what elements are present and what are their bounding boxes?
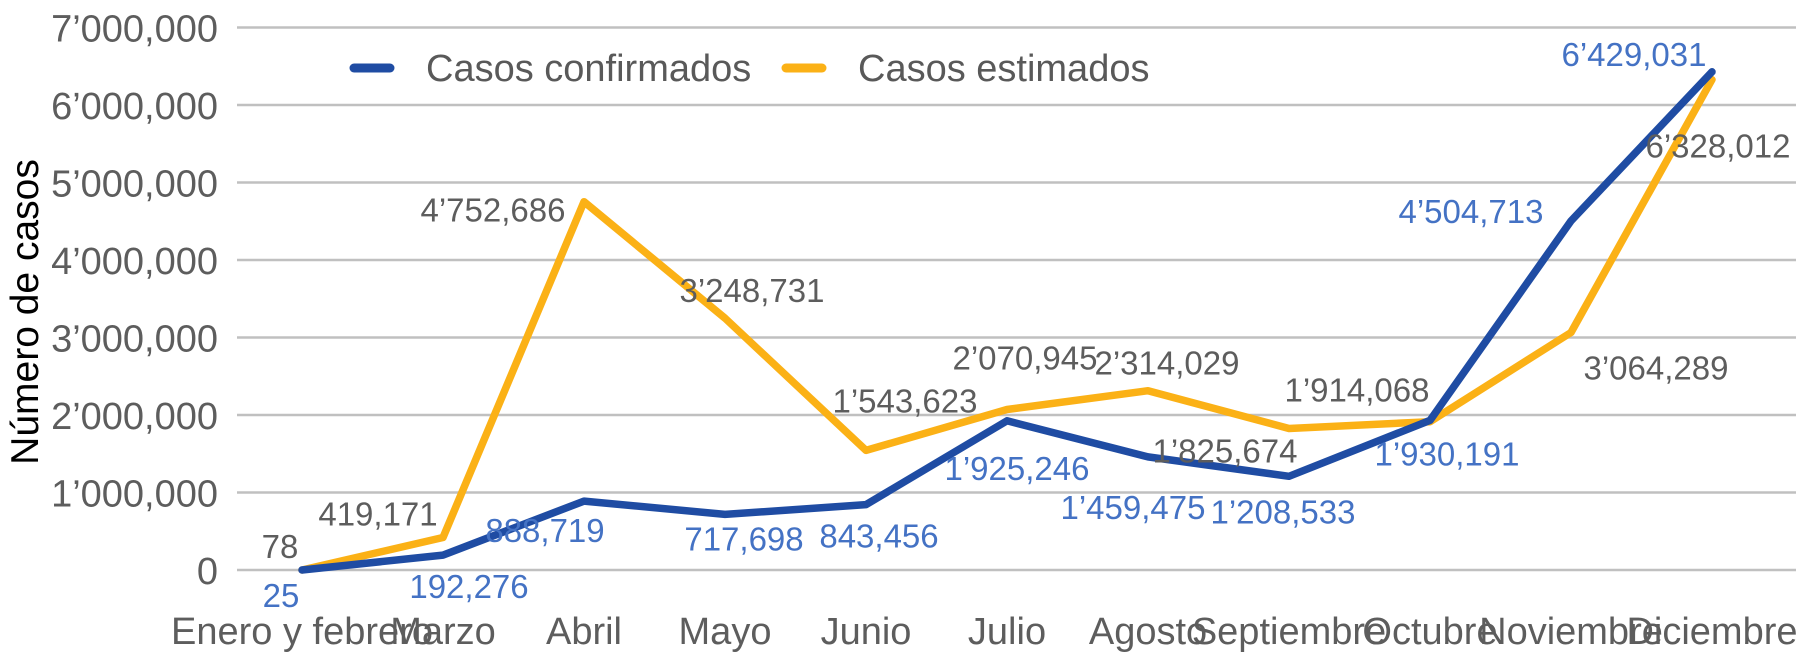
data-label-casos-confirmados-7: 1’459,475 (1061, 489, 1206, 526)
gridlines (237, 26, 1796, 572)
x-tick-label: Mayo (679, 611, 772, 653)
data-label-casos-estimados-11: 6’328,012 (1646, 128, 1791, 165)
x-tick-label: Julio (968, 611, 1046, 653)
data-label-casos-estimados-1: 78 (262, 528, 299, 565)
data-label-casos-confirmados-9: 1’930,191 (1375, 435, 1520, 472)
legend-label-estimados: Casos estimados (858, 48, 1149, 90)
data-label-casos-estimados-9: 1’914,068 (1285, 372, 1430, 409)
data-labels: 78 419,171 4’752,686 3’248,731 1’543,623 2’07… (262, 36, 1791, 614)
data-label-casos-confirmados-2: 192,276 (409, 568, 528, 605)
data-label-casos-confirmados-6: 1’925,246 (945, 450, 1090, 487)
x-tick-label: Enero y febrero (171, 611, 433, 653)
x-tick-label: Diciembre (1626, 611, 1797, 653)
data-label-casos-estimados-4: 3’248,731 (680, 272, 825, 309)
y-tick-label: 5’000,000 (51, 164, 218, 206)
y-tick-label: 6’000,000 (51, 86, 218, 128)
series-line-casos-estimados (298, 75, 1716, 574)
x-tick-label: Junio (821, 611, 912, 653)
y-axis-tick-labels: 0 1’000,000 2’000,000 3’000,000 4’000,000 5’0… (51, 9, 218, 594)
data-label-casos-confirmados-8: 1’208,533 (1211, 493, 1356, 530)
data-label-casos-estimados-10: 3’064,289 (1584, 350, 1729, 387)
legend-label-confirmados: Casos confirmados (426, 48, 751, 90)
y-tick-label: 3’000,000 (51, 319, 218, 361)
x-tick-label: Octubre (1362, 611, 1497, 653)
data-label-casos-estimados-5: 1’543,623 (833, 382, 978, 419)
series-line-casos-confirmados (298, 68, 1716, 574)
x-tick-label: Abril (546, 611, 622, 653)
data-label-casos-confirmados-3: 888,719 (485, 512, 604, 549)
y-tick-label: 1’000,000 (51, 474, 218, 516)
data-label-casos-confirmados-11: 6’429,031 (1562, 36, 1707, 73)
y-axis-title: Número de casos (4, 159, 47, 465)
data-label-casos-estimados-7: 2’314,029 (1095, 345, 1240, 382)
legend: Casos confirmados Casos estimados (349, 48, 1149, 90)
series-lines (298, 68, 1716, 574)
y-tick-label: 0 (197, 551, 218, 593)
data-label-casos-estimados-6: 2’070,945 (953, 340, 1098, 377)
x-tick-label: Marzo (390, 611, 496, 653)
data-label-casos-estimados-8: 1’825,674 (1153, 433, 1298, 470)
data-label-casos-confirmados-4: 717,698 (684, 520, 803, 557)
data-label-casos-estimados-3: 4’752,686 (421, 192, 566, 229)
data-label-casos-estimados-2: 419,171 (318, 496, 437, 533)
data-label-casos-confirmados-1: 25 (263, 577, 300, 614)
x-tick-label: Noviembre (1479, 611, 1663, 653)
y-tick-label: 7’000,000 (51, 9, 218, 51)
y-tick-label: 2’000,000 (51, 396, 218, 438)
x-tick-label: Agosto (1089, 611, 1207, 653)
data-label-casos-confirmados-5: 843,456 (819, 518, 938, 555)
data-label-casos-confirmados-10: 4’504,713 (1399, 193, 1544, 230)
y-tick-label: 4’000,000 (51, 241, 218, 283)
x-tick-label: Septiembre (1192, 611, 1386, 653)
